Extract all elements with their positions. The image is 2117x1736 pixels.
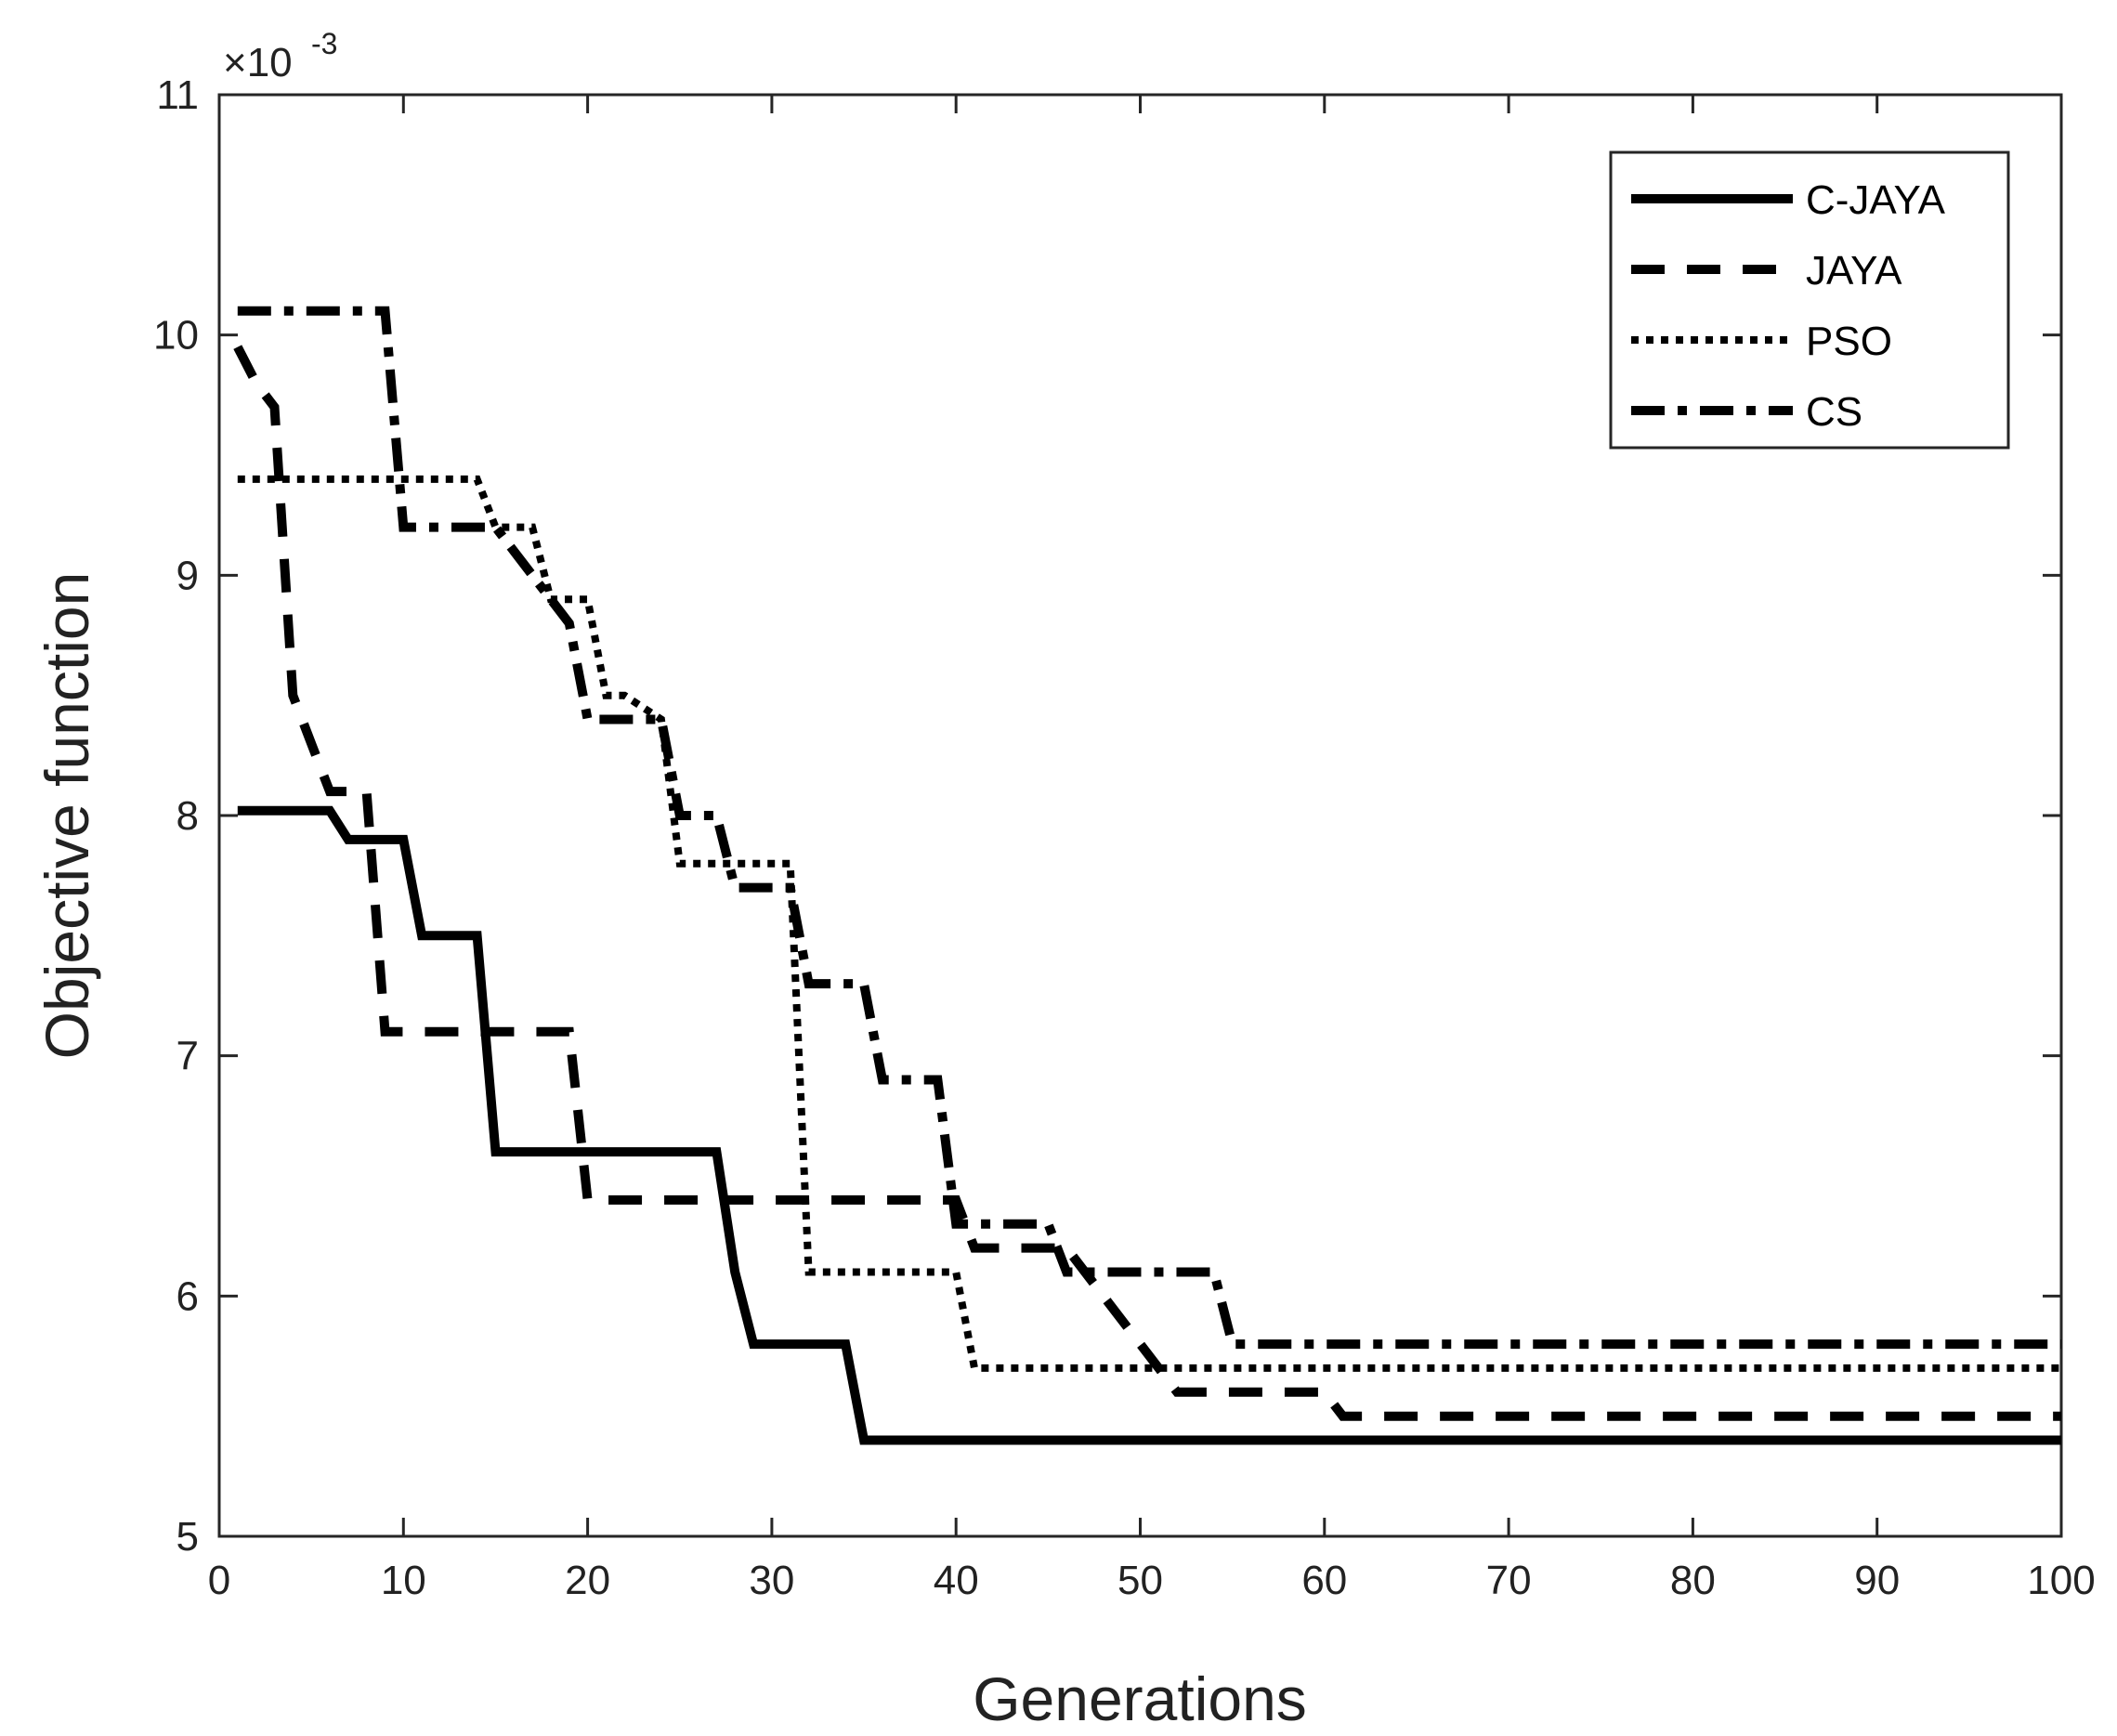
series-line-jaya [233,345,2061,1421]
y-tick-label: 7 [176,1034,199,1079]
axis-ticks: 0 10 20 30 40 50 60 70 80 90 100 5 6 7 8 9 10 11 [153,72,2096,1603]
x-tick-label: 70 [1486,1558,1532,1603]
legend: C-JAYA JAYA PSO CS [1609,150,2010,450]
x-tick-label: 0 [208,1558,230,1603]
legend-label-cs: CS [1806,389,1862,435]
x-tick-label: 80 [1670,1558,1716,1603]
y-tick-label: 6 [176,1273,199,1319]
x-axis-title: Generations [973,1664,1307,1733]
y-tick-label: 8 [176,793,199,839]
x-tick-label: 100 [2027,1558,2095,1603]
series-line-cs [237,306,2061,1350]
y-axis-title: Objective function [33,572,101,1060]
x-tick-label: 90 [1854,1558,1900,1603]
y-exponent-base: ×10 [223,40,293,85]
y-tick-label: 10 [153,313,199,359]
y-tick-label: 5 [176,1514,199,1560]
x-tick-label: 30 [749,1558,794,1603]
legend-label-jaya: JAYA [1806,248,1902,294]
x-tick-label: 40 [934,1558,979,1603]
x-tick-label: 20 [565,1558,610,1603]
series-lines [233,306,2061,1445]
y-exponent-power: -3 [311,27,337,60]
series-line-pso [237,475,2061,1372]
y-tick-label: 9 [176,553,199,598]
legend-label-pso: PSO [1806,319,1892,364]
legend-label-c-jaya: C-JAYA [1806,177,1946,223]
x-tick-label: 50 [1117,1558,1163,1603]
x-tick-label: 10 [381,1558,426,1603]
x-tick-label: 60 [1301,1558,1347,1603]
series-line-c-jaya [237,805,2061,1445]
y-tick-label: 11 [156,72,199,118]
